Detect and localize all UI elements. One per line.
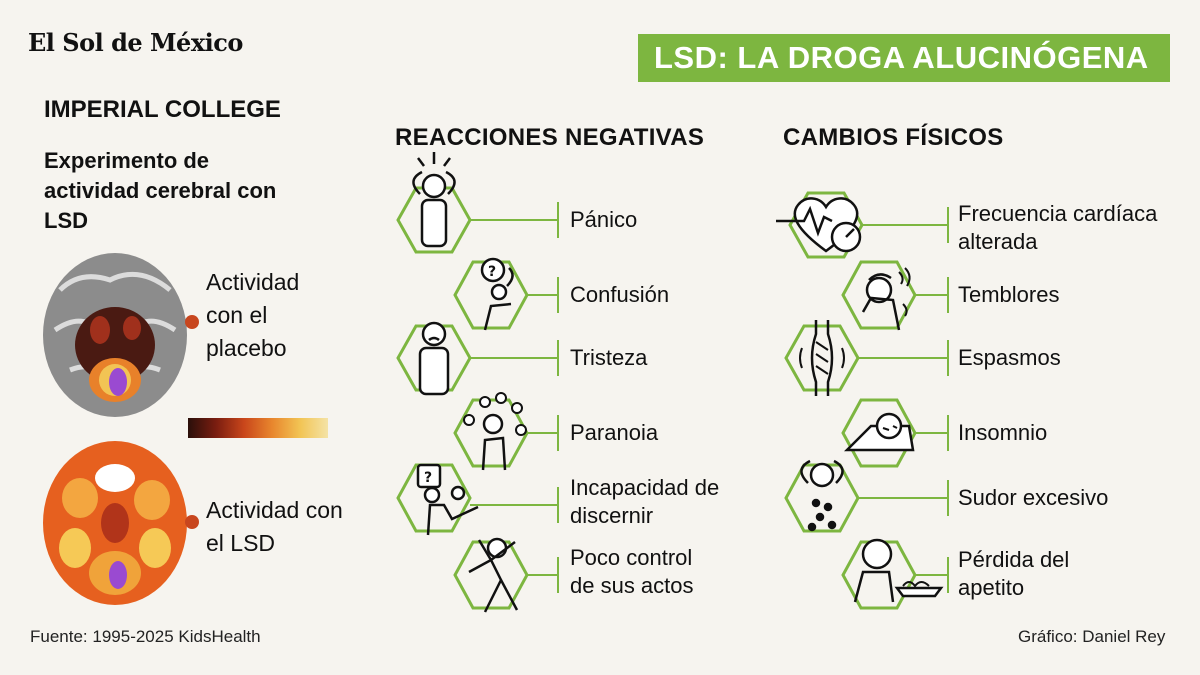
logo: El Sol de México (28, 28, 243, 57)
physical-item-label: Espasmos (958, 345, 1061, 370)
confusion-row-graphic: ? (453, 257, 559, 331)
negative-item-label: Pánico (570, 207, 638, 232)
placebo-label: Actividad con el placebo (206, 269, 300, 361)
credit-footer: Gráfico: Daniel Rey (1018, 627, 1166, 646)
tremor-row-graphic (841, 260, 949, 331)
svg-text:?: ? (424, 470, 432, 486)
sweat-row-graphic (784, 459, 949, 533)
physical-item-label: Frecuencia cardíaca alterada (958, 201, 1158, 254)
title-banner: LSD: LA DROGA ALUCINÓGENA (638, 34, 1170, 82)
discern-row-graphic: ? (396, 463, 559, 536)
heart-rate-row-graphic (776, 191, 949, 259)
appetite-row-graphic (841, 538, 949, 610)
brain-scan-placebo (43, 253, 187, 417)
sweat-icon (800, 459, 844, 532)
activity-color-scale (188, 418, 328, 438)
heart-rate-icon (776, 197, 862, 253)
experiment-heading: Experimento de actividad cerebral con LS… (44, 148, 277, 233)
svg-text:?: ? (488, 264, 496, 280)
negative-item-label: Poco control de sus actos (570, 545, 694, 598)
brain-scan-lsd (43, 441, 187, 605)
physical-item-label: Temblores (958, 282, 1060, 307)
physical-item-label: Sudor excesivo (958, 485, 1109, 510)
loss-control-row-graphic (453, 537, 559, 613)
loss-control-icon (468, 537, 519, 613)
negative-item-label: Tristeza (570, 345, 648, 370)
panic-row-graphic (396, 152, 559, 254)
marker-dot (185, 515, 199, 529)
spasm-row-graphic (784, 320, 949, 396)
discern-icon: ? (416, 463, 479, 536)
confusion-icon: ? (480, 257, 514, 331)
page-title: LSD: LA DROGA ALUCINÓGENA (654, 40, 1149, 75)
lsd-label: Actividad con el LSD (206, 497, 343, 556)
panic-icon (412, 152, 456, 248)
paranoia-row-graphic (453, 392, 559, 471)
physical-changes-heading: CAMBIOS FÍSICOS (783, 124, 1004, 151)
sadness-row-graphic (396, 321, 559, 396)
physical-item-label: Pérdida del apetito (958, 547, 1070, 600)
negative-item-label: Confusión (570, 282, 670, 307)
appetite-loss-icon (853, 538, 944, 603)
muscle-spasm-icon (799, 320, 845, 396)
institution-heading: IMPERIAL COLLEGE (44, 96, 281, 123)
negative-reactions-heading: REACCIONES NEGATIVAS (395, 124, 705, 151)
tremor-icon (861, 267, 911, 331)
marker-dot (185, 315, 199, 329)
insomnia-row-graphic (841, 398, 949, 468)
source-footer: Fuente: 1995-2025 KidsHealth (30, 627, 261, 646)
paranoia-icon (463, 392, 527, 471)
insomnia-icon (843, 412, 915, 452)
negative-item-label: Paranoia (570, 420, 659, 445)
physical-item-label: Insomnio (958, 420, 1048, 445)
negative-item-label: Incapacidad de discernir (570, 475, 720, 528)
sadness-icon (418, 321, 450, 396)
